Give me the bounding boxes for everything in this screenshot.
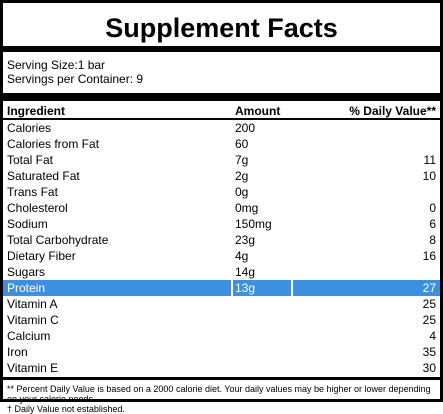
- row-name: Sodium: [7, 217, 48, 231]
- daily-value-footnote: ** Percent Daily Value is based on a 200…: [7, 384, 431, 404]
- row-amount: 60: [235, 137, 249, 151]
- row-daily-value: 0: [429, 201, 436, 215]
- table-row: Trans Fat 0g: [3, 184, 440, 200]
- header-ingredient: Ingredient: [7, 104, 66, 118]
- header-divider: [3, 118, 440, 120]
- row-daily-value: 25: [422, 313, 436, 327]
- header-rule: [3, 93, 440, 101]
- table-row: Total Carbohydrate 23g 8: [3, 232, 440, 248]
- row-amount: 14g: [235, 265, 256, 279]
- row-name: Total Fat: [7, 153, 54, 167]
- table-row: Vitamin A 25: [3, 296, 440, 312]
- amount-cell-outline: [231, 280, 293, 296]
- row-amount: 200: [235, 121, 256, 135]
- row-name: Trans Fat: [7, 185, 58, 199]
- row-amount: 2g: [235, 169, 249, 183]
- header-amount: Amount: [235, 104, 281, 118]
- row-name: Vitamin A: [7, 297, 58, 311]
- row-daily-value: 25: [422, 297, 436, 311]
- row-amount: 13g: [235, 281, 256, 295]
- header-daily-value: % Daily Value**: [349, 104, 436, 118]
- serving-size: Serving Size:1 bar: [7, 58, 106, 72]
- title-rule: [3, 46, 440, 52]
- footer-rule: [3, 377, 440, 380]
- row-name: Vitamin C: [7, 313, 59, 327]
- row-daily-value: 16: [422, 249, 436, 263]
- row-daily-value: 8: [429, 233, 436, 247]
- servings-per-container: Servings per Container: 9: [7, 72, 144, 86]
- row-amount: 4g: [235, 249, 249, 263]
- row-name: Calories from Fat: [7, 137, 100, 151]
- row-daily-value: 6: [429, 217, 436, 231]
- table-row: Calcium 4: [3, 328, 440, 344]
- dagger-footnote: † Daily Value not established.: [7, 404, 125, 414]
- row-name: Cholesterol: [7, 201, 68, 215]
- footnotes: ** Percent Daily Value is based on a 200…: [3, 380, 440, 414]
- row-name: Protein: [7, 281, 46, 295]
- row-amount: 23g: [235, 233, 256, 247]
- row-daily-value: 4: [429, 329, 436, 343]
- panel-title: Supplement Facts: [105, 13, 338, 43]
- row-amount: 0g: [235, 185, 249, 199]
- table-header: Ingredient Amount % Daily Value**: [3, 104, 440, 118]
- row-daily-value: 35: [422, 345, 436, 359]
- table-row: Vitamin C 25: [3, 312, 440, 328]
- row-daily-value: 10: [422, 169, 436, 183]
- table-row: Saturated Fat 2g 10: [3, 168, 440, 184]
- nutrient-table: Ingredient Amount % Daily Value** Calori…: [3, 104, 440, 376]
- serving-info: Serving Size:1 bar Servings per Containe…: [3, 52, 440, 86]
- row-daily-value: 30: [422, 361, 436, 375]
- table-row: Iron 35: [3, 344, 440, 360]
- row-name: Iron: [7, 345, 28, 359]
- table-row: Sodium 150mg 6: [3, 216, 440, 232]
- row-name: Dietary Fiber: [7, 249, 76, 263]
- row-daily-value: 27: [422, 281, 436, 295]
- row-amount: 7g: [235, 153, 249, 167]
- table-row: Calories from Fat 60: [3, 136, 440, 152]
- table-row: Total Fat 7g 11: [3, 152, 440, 168]
- table-row: Dietary Fiber 4g 16: [3, 248, 440, 264]
- row-amount: 150mg: [235, 217, 272, 231]
- row-name: Vitamin E: [7, 361, 59, 375]
- row-daily-value: 11: [423, 153, 436, 167]
- row-name: Calcium: [7, 329, 51, 343]
- table-row: Cholesterol 0mg 0: [3, 200, 440, 216]
- table-row: Sugars 14g: [3, 264, 440, 280]
- row-name: Calories: [7, 121, 52, 135]
- table-row-selected[interactable]: Protein 13g 27: [3, 280, 440, 296]
- table-row: Vitamin E 30: [3, 360, 440, 376]
- row-name: Sugars: [7, 265, 46, 279]
- table-row: Calories 200: [3, 120, 440, 136]
- row-amount: 0mg: [235, 201, 259, 215]
- row-name: Total Carbohydrate: [7, 233, 109, 247]
- row-name: Saturated Fat: [7, 169, 80, 183]
